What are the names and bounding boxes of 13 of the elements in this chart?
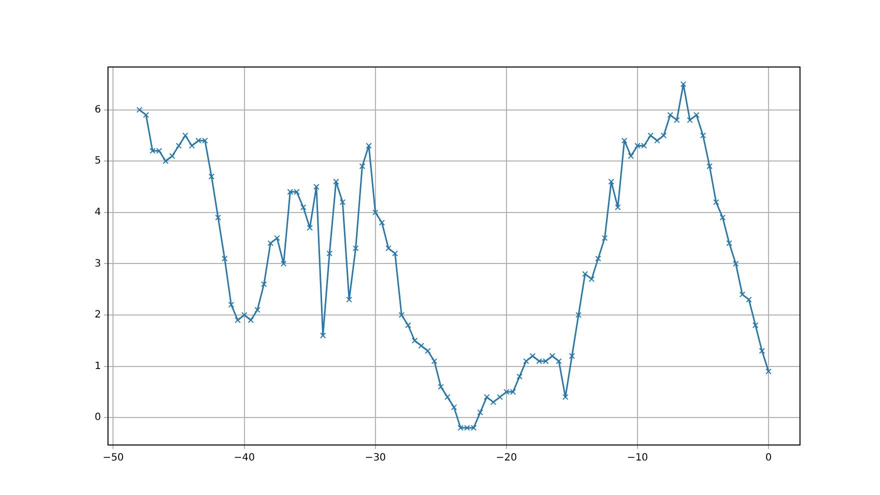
x-tick-label: −10 <box>626 452 648 464</box>
y-tick-label: 3 <box>94 258 101 270</box>
x-tick-label: 0 <box>765 452 772 464</box>
y-tick-label: 4 <box>94 207 101 218</box>
x-tick-label: −20 <box>496 452 517 464</box>
y-tick-label: 1 <box>94 360 101 372</box>
x-tick-label: −50 <box>102 452 124 464</box>
y-tick-label: 0 <box>94 412 101 424</box>
y-tick-label: 2 <box>94 310 101 321</box>
y-tick-label: 6 <box>94 104 101 116</box>
y-tick-label: 5 <box>94 156 101 167</box>
x-tick-label: −40 <box>234 452 255 464</box>
x-tick-label: −30 <box>364 452 386 464</box>
